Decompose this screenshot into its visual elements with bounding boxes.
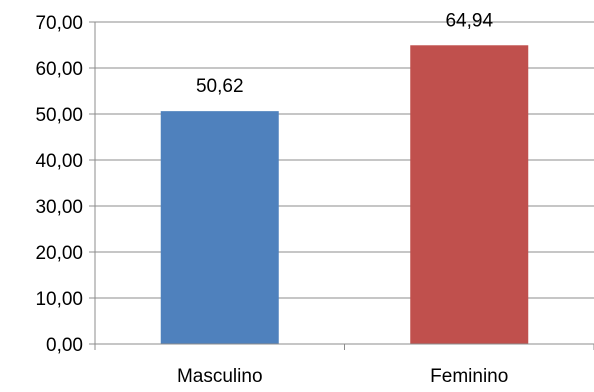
x-category-labels: Masculino Feminino — [177, 366, 508, 387]
axes — [89, 21, 594, 350]
category-label: Masculino — [177, 366, 263, 387]
y-tick-labels: 0,00 10,00 20,00 30,00 40,00 50,00 60,00 70,00 — [35, 13, 83, 356]
y-tick-label: 40,00 — [35, 151, 83, 172]
y-tick-label: 60,00 — [35, 59, 83, 80]
data-labels: 50,62 64,94 — [196, 10, 493, 97]
y-tick-label: 70,00 — [35, 13, 83, 34]
y-tick-label: 50,00 — [35, 105, 83, 126]
bar-feminino — [410, 45, 529, 344]
bars — [160, 45, 529, 344]
category-label: Feminino — [430, 366, 508, 387]
bar-masculino — [160, 111, 279, 344]
y-tick-label: 0,00 — [46, 335, 83, 356]
data-label: 50,62 — [196, 76, 244, 97]
data-label: 64,94 — [445, 10, 493, 31]
y-tick-label: 30,00 — [35, 197, 83, 218]
y-tick-label: 10,00 — [35, 289, 83, 310]
y-tick-label: 20,00 — [35, 243, 83, 264]
